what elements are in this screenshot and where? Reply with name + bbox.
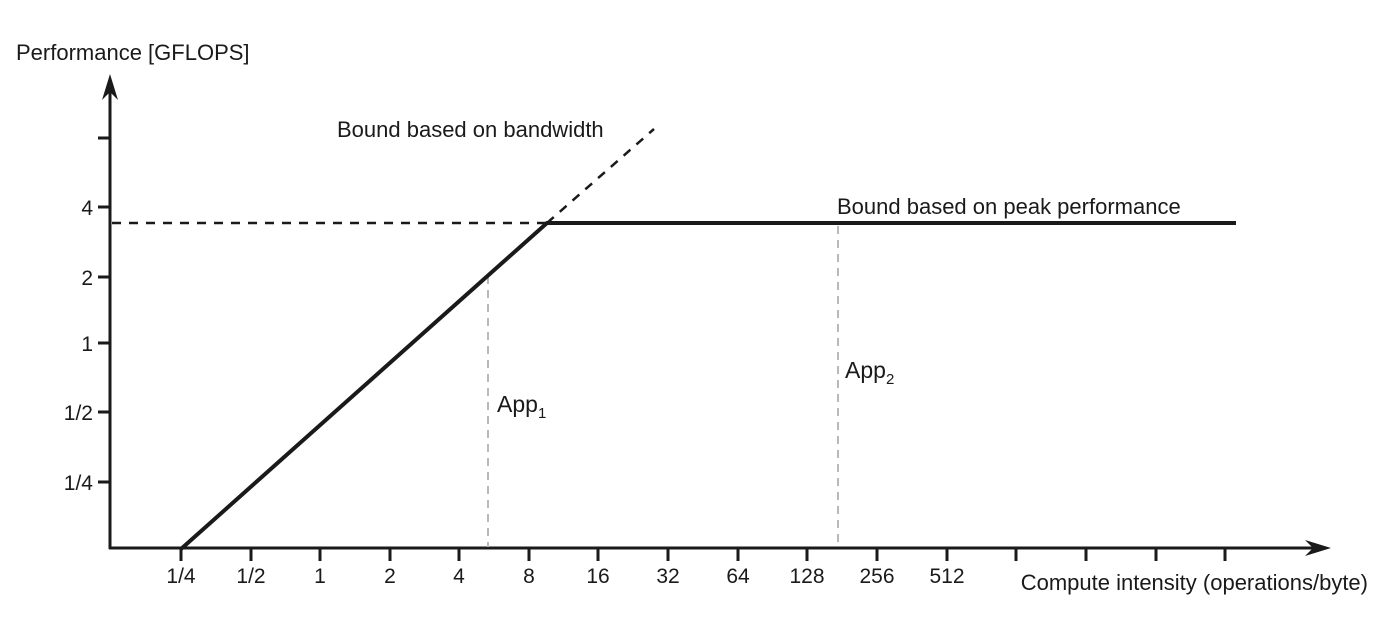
bandwidth-dashed-extension xyxy=(546,128,655,224)
y-tick-label: 2 xyxy=(81,267,93,290)
x-tick-label: 1 xyxy=(314,565,326,588)
y-axis-arrow-icon xyxy=(102,74,118,100)
x-tick-label: 1/4 xyxy=(166,565,196,588)
app2-label-main: App xyxy=(845,357,886,383)
app1-label-sub: 1 xyxy=(538,405,546,422)
bandwidth-bound-label: Bound based on bandwidth xyxy=(337,117,604,142)
x-tick-marks xyxy=(179,547,1227,561)
y-tick-marks xyxy=(98,136,111,484)
x-tick-label: 256 xyxy=(859,565,894,588)
peak-bound-label: Bound based on peak performance xyxy=(837,194,1181,219)
app2-label: App2 xyxy=(845,357,894,388)
app2-label-sub: 2 xyxy=(886,371,894,388)
x-axis-title: Compute intensity (operations/byte) xyxy=(1021,570,1368,595)
x-tick-label: 32 xyxy=(656,565,679,588)
y-tick-label: 4 xyxy=(81,197,93,220)
y-axis-title: Performance [GFLOPS] xyxy=(16,40,250,65)
x-tick-label: 64 xyxy=(726,565,750,588)
y-tick-label: 1 xyxy=(81,333,93,356)
y-tick-label: 1/2 xyxy=(64,402,93,425)
x-tick-label: 512 xyxy=(929,565,964,588)
app1-label: App1 xyxy=(497,391,546,422)
y-tick-label: 1/4 xyxy=(64,472,94,495)
x-tick-label: 16 xyxy=(586,565,609,588)
x-tick-label: 8 xyxy=(523,565,535,588)
x-tick-label: 2 xyxy=(384,565,396,588)
x-axis-arrow-icon xyxy=(1305,540,1331,556)
x-tick-label: 128 xyxy=(789,565,824,588)
x-tick-label: 1/2 xyxy=(236,565,265,588)
x-tick-label: 4 xyxy=(453,565,465,588)
roofline-path xyxy=(179,221,1236,551)
app1-label-main: App xyxy=(497,391,538,417)
